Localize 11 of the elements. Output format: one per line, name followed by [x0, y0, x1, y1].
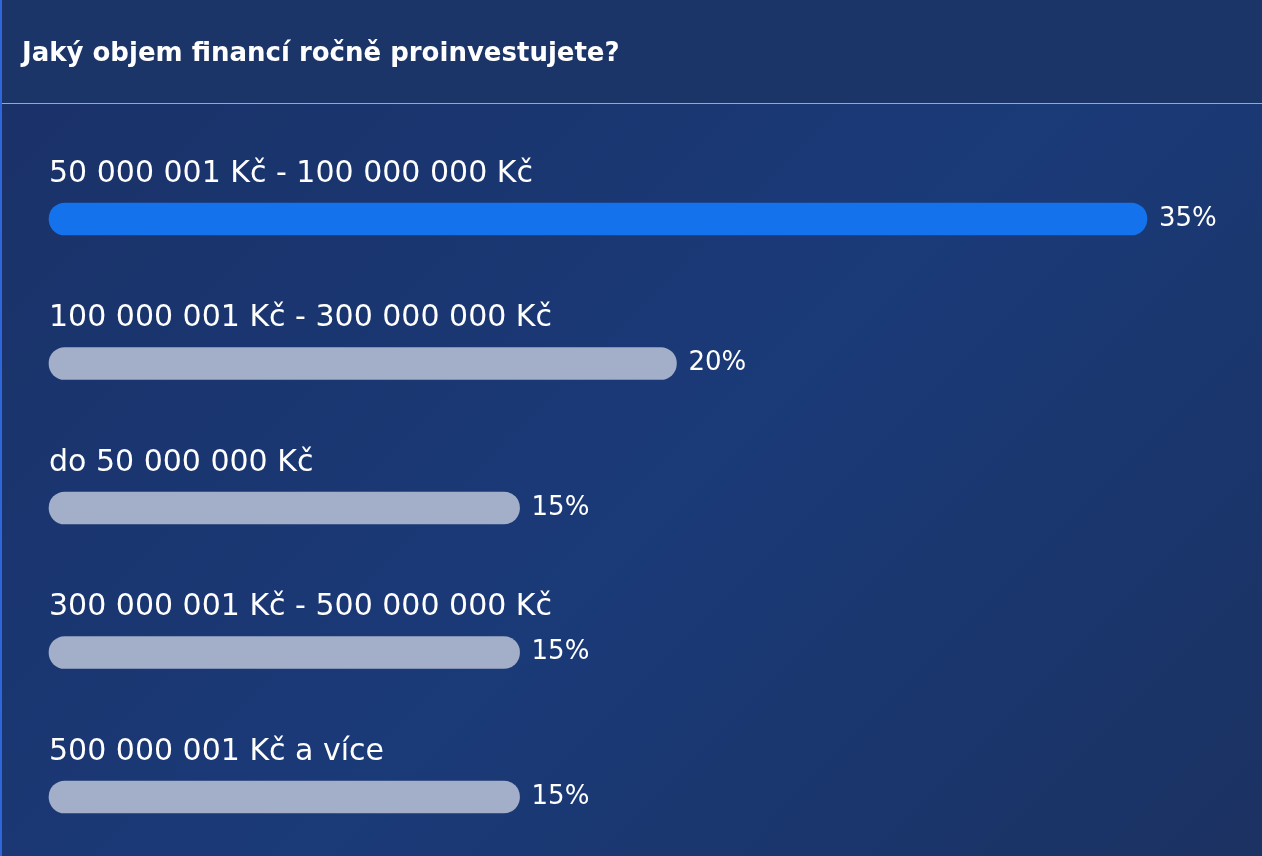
data-label: 15% [531, 635, 590, 666]
y-tick-label: 100 000 001 Kč - 300 000 000 Kč [49, 298, 553, 334]
y-tick-label: 50 000 001 Kč - 100 000 000 Kč [49, 153, 533, 189]
data-label: 20% [688, 346, 747, 377]
data-label: 15% [531, 779, 590, 810]
y-tick-label: 500 000 001 Kč a více [49, 731, 385, 767]
data-label: 35% [1159, 201, 1217, 232]
y-tick-label: 300 000 001 Kč - 500 000 000 Kč [49, 587, 553, 623]
chart-title: Jaký objem financí ročně proinvestujete? [22, 36, 620, 67]
y-tick-label: do 50 000 000 Kč [49, 442, 314, 478]
data-label: 15% [531, 490, 590, 521]
